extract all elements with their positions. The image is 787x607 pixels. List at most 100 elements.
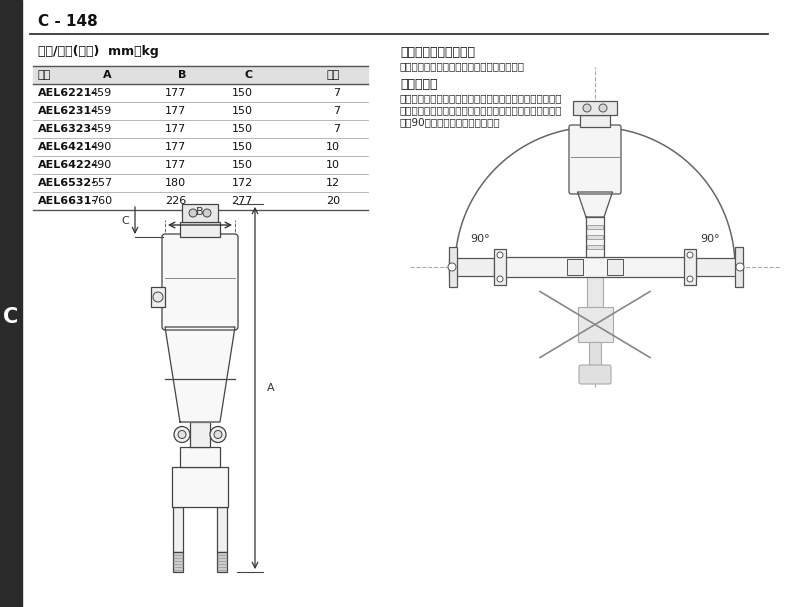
Text: 177: 177 bbox=[164, 124, 186, 134]
Circle shape bbox=[687, 276, 693, 282]
Text: 459: 459 bbox=[91, 124, 112, 134]
Bar bbox=[217, 552, 227, 572]
Text: 90°: 90° bbox=[700, 234, 720, 244]
Text: 安装位置: 安装位置 bbox=[580, 138, 610, 152]
Bar bbox=[190, 422, 210, 447]
Text: AEL6532-: AEL6532- bbox=[38, 178, 97, 188]
Circle shape bbox=[178, 430, 186, 438]
Circle shape bbox=[189, 209, 197, 217]
Text: AEL6231-: AEL6231- bbox=[38, 106, 97, 116]
Text: 90°: 90° bbox=[470, 234, 490, 244]
Text: 277: 277 bbox=[231, 196, 253, 206]
Text: 490: 490 bbox=[91, 142, 112, 152]
Bar bbox=[587, 277, 603, 307]
Text: A: A bbox=[103, 70, 112, 80]
Circle shape bbox=[497, 276, 503, 282]
Bar bbox=[494, 249, 506, 285]
Bar bbox=[182, 204, 218, 222]
Text: 226: 226 bbox=[164, 196, 186, 206]
Bar bbox=[589, 342, 601, 367]
Bar bbox=[173, 507, 183, 552]
Text: 180: 180 bbox=[164, 178, 186, 188]
Text: B: B bbox=[196, 207, 204, 217]
Circle shape bbox=[203, 209, 211, 217]
Bar bbox=[573, 101, 617, 115]
Text: 12: 12 bbox=[326, 178, 340, 188]
Text: 172: 172 bbox=[231, 178, 253, 188]
Bar bbox=[172, 467, 228, 507]
Text: C: C bbox=[121, 215, 129, 225]
Text: 安装和连接: 安装和连接 bbox=[400, 78, 438, 90]
Circle shape bbox=[210, 427, 226, 443]
Bar bbox=[449, 247, 457, 287]
Text: 177: 177 bbox=[164, 160, 186, 170]
Bar bbox=[567, 259, 583, 275]
Bar bbox=[180, 222, 220, 237]
Circle shape bbox=[736, 263, 744, 271]
Text: 7: 7 bbox=[333, 124, 340, 134]
Text: AEL6323-: AEL6323- bbox=[38, 124, 97, 134]
Text: 重量: 重量 bbox=[327, 70, 340, 80]
Bar bbox=[696, 258, 741, 276]
Text: 177: 177 bbox=[164, 142, 186, 152]
Text: 详细的信息请参考产品相应的安装维修指南。: 详细的信息请参考产品相应的安装维修指南。 bbox=[400, 61, 525, 71]
Circle shape bbox=[214, 430, 222, 438]
Text: 阀门应安装在水平管道上，执行器的安装位置取决于阀门的: 阀门应安装在水平管道上，执行器的安装位置取决于阀门的 bbox=[400, 93, 563, 103]
Bar bbox=[735, 247, 743, 287]
Text: 型号: 型号 bbox=[38, 70, 51, 80]
Circle shape bbox=[687, 252, 693, 258]
Text: AEL6422-: AEL6422- bbox=[38, 160, 97, 170]
Bar bbox=[607, 259, 623, 275]
Text: 10: 10 bbox=[326, 160, 340, 170]
Bar bbox=[578, 307, 612, 342]
Text: 10: 10 bbox=[326, 142, 340, 152]
Text: 150: 150 bbox=[232, 88, 253, 98]
Text: AEL6631-: AEL6631- bbox=[38, 196, 97, 206]
FancyBboxPatch shape bbox=[579, 365, 611, 384]
Bar bbox=[0, 0, 22, 607]
Text: 177: 177 bbox=[164, 106, 186, 116]
Polygon shape bbox=[165, 327, 235, 422]
Bar bbox=[587, 245, 603, 249]
FancyBboxPatch shape bbox=[162, 234, 238, 330]
Circle shape bbox=[497, 252, 503, 258]
Bar bbox=[684, 249, 696, 285]
Bar bbox=[587, 235, 603, 239]
Bar bbox=[217, 507, 227, 552]
Polygon shape bbox=[578, 192, 612, 217]
FancyBboxPatch shape bbox=[569, 125, 621, 194]
Bar bbox=[580, 115, 610, 127]
Text: 7: 7 bbox=[333, 88, 340, 98]
Bar bbox=[586, 217, 604, 257]
Circle shape bbox=[599, 104, 607, 112]
Text: 超过90度，安装在潮湿的环境中。: 超过90度，安装在潮湿的环境中。 bbox=[400, 117, 501, 127]
Text: AEL6221-: AEL6221- bbox=[38, 88, 97, 98]
Text: C - 148: C - 148 bbox=[38, 15, 98, 30]
Text: 150: 150 bbox=[232, 106, 253, 116]
Text: 150: 150 bbox=[232, 124, 253, 134]
Text: C: C bbox=[3, 307, 19, 327]
Bar bbox=[587, 225, 603, 229]
Text: 557: 557 bbox=[91, 178, 112, 188]
Circle shape bbox=[153, 292, 163, 302]
Text: A: A bbox=[267, 383, 275, 393]
Text: 150: 150 bbox=[232, 142, 253, 152]
Bar bbox=[173, 552, 183, 572]
Bar bbox=[449, 258, 494, 276]
Text: 459: 459 bbox=[91, 106, 112, 116]
Bar bbox=[500, 257, 690, 277]
Circle shape bbox=[583, 104, 591, 112]
Circle shape bbox=[448, 263, 456, 271]
Text: 7: 7 bbox=[333, 106, 340, 116]
Bar bbox=[33, 66, 368, 84]
Text: B: B bbox=[178, 70, 186, 80]
Text: 459: 459 bbox=[91, 88, 112, 98]
Text: 类型及介质的温度。但不推荐安装执行器时其偏离垂直位置: 类型及介质的温度。但不推荐安装执行器时其偏离垂直位置 bbox=[400, 105, 563, 115]
Text: AEL6421-: AEL6421- bbox=[38, 142, 97, 152]
Text: 20: 20 bbox=[326, 196, 340, 206]
Text: 760: 760 bbox=[91, 196, 112, 206]
Text: 安全信息，安装与维修: 安全信息，安装与维修 bbox=[400, 46, 475, 58]
Text: 490: 490 bbox=[91, 160, 112, 170]
Circle shape bbox=[174, 427, 190, 443]
Bar bbox=[151, 287, 165, 307]
